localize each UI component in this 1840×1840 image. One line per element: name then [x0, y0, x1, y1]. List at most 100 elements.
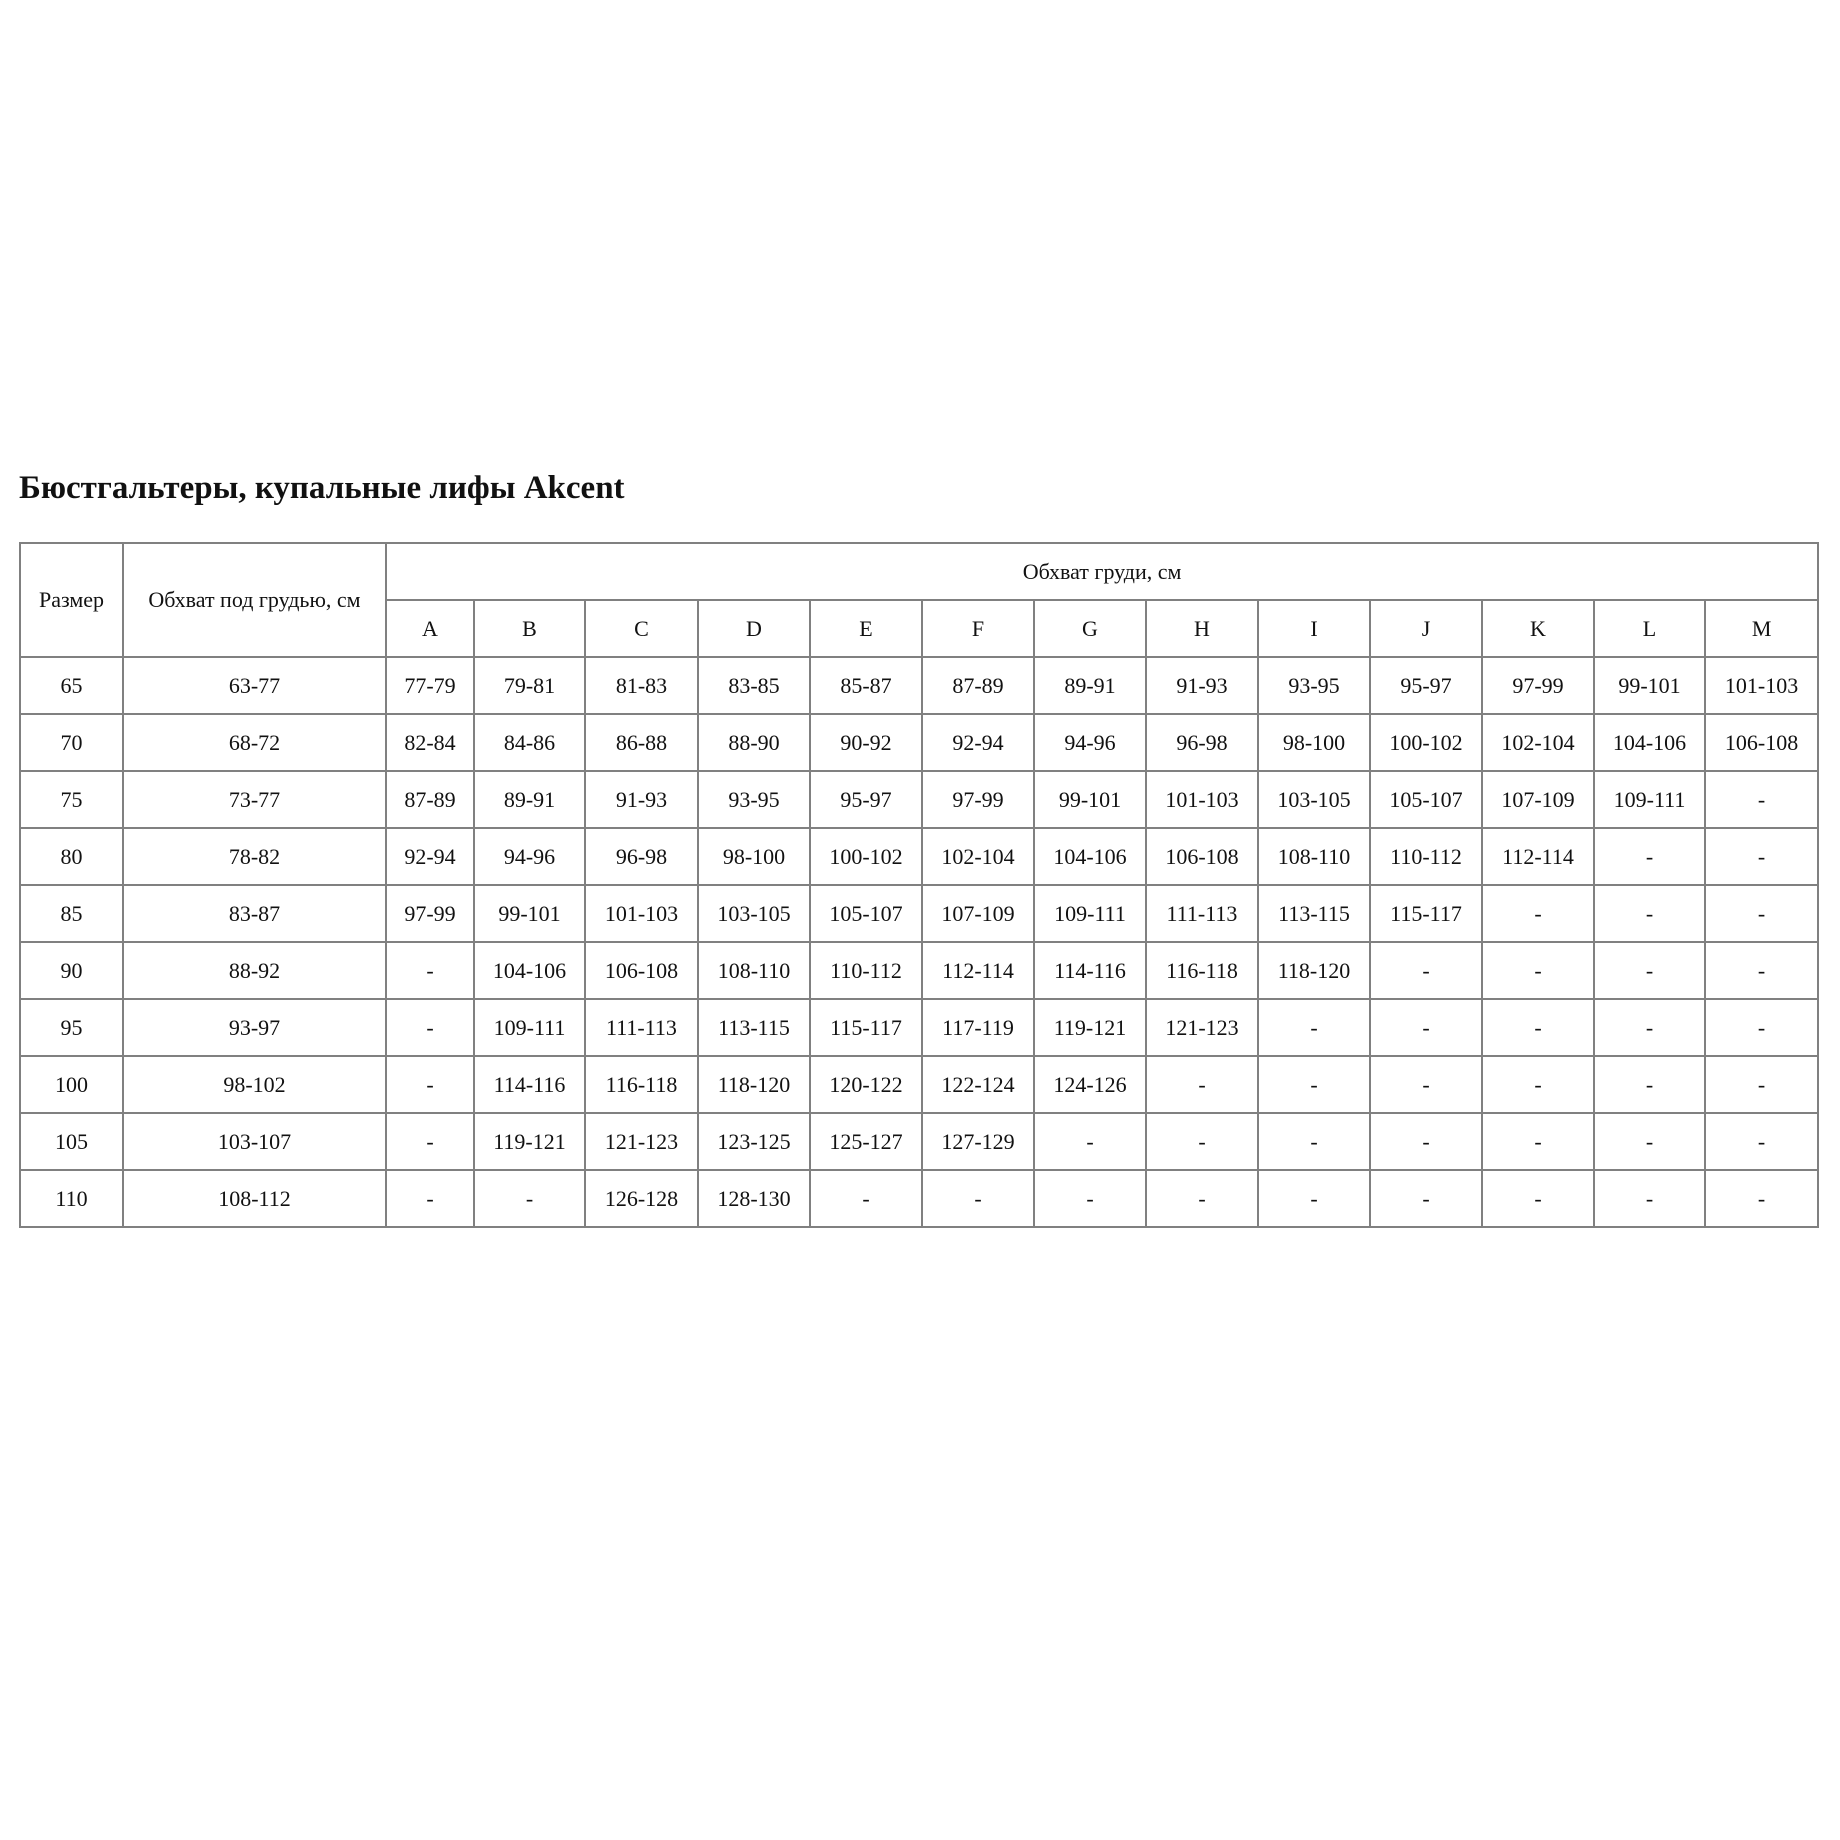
bust-cell: 81-83: [584, 656, 699, 715]
bust-cell: -: [473, 1169, 586, 1228]
table-body: 65 63-77 77-79 79-81 81-83 83-85 85-87 87-89 89-…: [19, 656, 1820, 1228]
bust-cell: 94-96: [1033, 713, 1147, 772]
bust-cell: -: [1481, 1169, 1595, 1228]
table-row: 65 63-77 77-79 79-81 81-83 83-85 85-87 87-89 89-…: [19, 656, 1820, 715]
bust-cell: 119-121: [1033, 998, 1147, 1057]
table-row: 70 68-72 82-84 84-86 86-88 88-90 90-92 92-94 94-…: [19, 713, 1820, 772]
bust-cell: 99-101: [1593, 656, 1706, 715]
bust-cell: 77-79: [385, 656, 475, 715]
bust-cell: -: [809, 1169, 923, 1228]
bust-cell: 79-81: [473, 656, 586, 715]
bust-cell: 111-113: [584, 998, 699, 1057]
bust-cell: 121-123: [1145, 998, 1259, 1057]
bust-cell: -: [1369, 1055, 1483, 1114]
bust-cell: 96-98: [584, 827, 699, 886]
bust-cell: -: [1257, 1169, 1371, 1228]
bust-cell: 107-109: [921, 884, 1035, 943]
bust-cell: -: [1593, 941, 1706, 1000]
bust-cell: 88-90: [697, 713, 811, 772]
table-row: 95 93-97-109-111 111-113 113-115 115-117 117-…: [19, 998, 1820, 1057]
bust-cell: -: [921, 1169, 1035, 1228]
size-cell: 80: [19, 827, 124, 886]
header-underbust: Обхват под грудью, см: [122, 542, 387, 658]
bust-cell: 115-117: [1369, 884, 1483, 943]
bust-cell: 104-106: [473, 941, 586, 1000]
underbust-cell: 78-82: [122, 827, 387, 886]
cup-header: L: [1593, 599, 1706, 658]
bust-cell: 100-102: [809, 827, 923, 886]
table-row: 85 83-87 97-99 99-101 101-103 103-105 105-107 1…: [19, 884, 1820, 943]
bust-cell: 84-86: [473, 713, 586, 772]
underbust-cell: 63-77: [122, 656, 387, 715]
bust-cell: 97-99: [385, 884, 475, 943]
bust-cell: -: [1481, 1112, 1595, 1171]
bust-cell: 101-103: [584, 884, 699, 943]
table-row: 75 73-77 87-89 89-91 91-93 93-95 95-97 97-99 99-…: [19, 770, 1820, 829]
table-row: 90 88-92-104-106 106-108 108-110 110-112 112-…: [19, 941, 1820, 1000]
underbust-cell: 73-77: [122, 770, 387, 829]
bust-cell: -: [1481, 1055, 1595, 1114]
bust-cell: 83-85: [697, 656, 811, 715]
bust-cell: 121-123: [584, 1112, 699, 1171]
bust-cell: 101-103: [1145, 770, 1259, 829]
table-row: 80 78-82 92-94 94-96 96-98 98-100 100-102 102-1…: [19, 827, 1820, 886]
underbust-cell: 103-107: [122, 1112, 387, 1171]
cup-header: E: [809, 599, 923, 658]
cup-header: I: [1257, 599, 1371, 658]
bust-cell: -: [385, 1112, 475, 1171]
bust-cell: -: [1145, 1112, 1259, 1171]
bust-cell: -: [1593, 1055, 1706, 1114]
bust-cell: 95-97: [809, 770, 923, 829]
underbust-cell: 68-72: [122, 713, 387, 772]
bust-cell: 97-99: [1481, 656, 1595, 715]
bust-cell: 104-106: [1593, 713, 1706, 772]
bust-cell: -: [1369, 941, 1483, 1000]
bust-cell: 117-119: [921, 998, 1035, 1057]
underbust-cell: 93-97: [122, 998, 387, 1057]
size-chart-table: Размер Обхват под грудью, см Обхват груд…: [19, 542, 1820, 1228]
bust-cell: 105-107: [1369, 770, 1483, 829]
size-cell: 75: [19, 770, 124, 829]
bust-cell: 98-100: [1257, 713, 1371, 772]
bust-cell: 127-129: [921, 1112, 1035, 1171]
bust-cell: -: [1481, 941, 1595, 1000]
size-cell: 95: [19, 998, 124, 1057]
bust-cell: 85-87: [809, 656, 923, 715]
bust-cell: -: [1703, 770, 1820, 829]
bust-cell: 112-114: [1481, 827, 1595, 886]
bust-cell: 116-118: [1145, 941, 1259, 1000]
bust-cell: 116-118: [584, 1055, 699, 1114]
bust-cell: -: [1257, 1055, 1371, 1114]
size-cell: 100: [19, 1055, 124, 1114]
bust-cell: -: [385, 941, 475, 1000]
bust-cell: 92-94: [385, 827, 475, 886]
bust-cell: 106-108: [584, 941, 699, 1000]
bust-cell: -: [385, 1169, 475, 1228]
bust-cell: 87-89: [385, 770, 475, 829]
size-cell: 105: [19, 1112, 124, 1171]
bust-cell: 104-106: [1033, 827, 1147, 886]
bust-cell: 87-89: [921, 656, 1035, 715]
bust-cell: 106-108: [1145, 827, 1259, 886]
bust-cell: 108-110: [697, 941, 811, 1000]
bust-cell: 95-97: [1369, 656, 1483, 715]
underbust-cell: 108-112: [122, 1169, 387, 1228]
cup-header: D: [697, 599, 811, 658]
bust-cell: 93-95: [697, 770, 811, 829]
bust-cell: 107-109: [1481, 770, 1595, 829]
bust-cell: -: [1033, 1169, 1147, 1228]
bust-cell: 82-84: [385, 713, 475, 772]
cup-header: H: [1145, 599, 1259, 658]
bust-cell: 113-115: [697, 998, 811, 1057]
cup-header: G: [1033, 599, 1147, 658]
bust-cell: -: [1593, 1112, 1706, 1171]
bust-cell: -: [1145, 1169, 1259, 1228]
underbust-cell: 88-92: [122, 941, 387, 1000]
bust-cell: 106-108: [1703, 713, 1820, 772]
bust-cell: 86-88: [584, 713, 699, 772]
bust-cell: 89-91: [1033, 656, 1147, 715]
bust-cell: 103-105: [1257, 770, 1371, 829]
bust-cell: -: [1593, 827, 1706, 886]
bust-cell: 115-117: [809, 998, 923, 1057]
